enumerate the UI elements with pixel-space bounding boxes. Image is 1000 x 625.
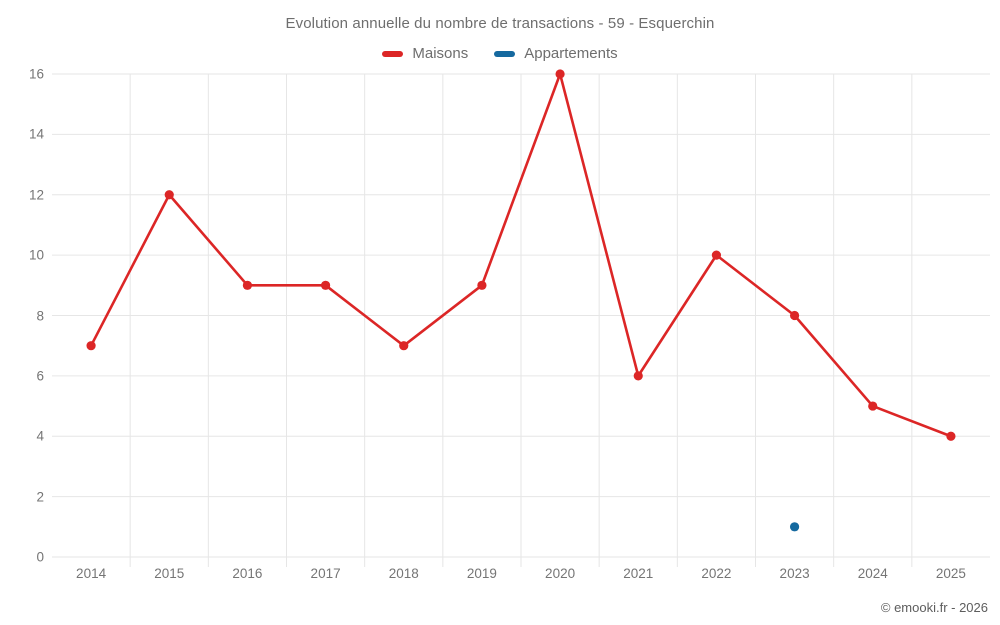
data-point-maisons-2024[interactable]: [868, 401, 878, 411]
series-line-maisons: [89, 72, 953, 438]
y-axis-tick-label: 8: [36, 308, 44, 323]
data-point-maisons-2020[interactable]: [555, 69, 565, 79]
data-point-maisons-2014[interactable]: [86, 341, 96, 351]
y-axis-tick-label: 10: [28, 247, 44, 263]
x-axis-tick-label: 2020: [545, 566, 576, 581]
x-axis-tick-label: 2018: [388, 566, 419, 581]
data-point-maisons-2017[interactable]: [320, 280, 331, 290]
x-axis-tick-label: 2019: [466, 566, 497, 581]
legend-swatch-icon: [494, 50, 516, 57]
legend-item-maisons[interactable]: Maisons: [382, 45, 468, 62]
y-axis-tick-label: 12: [28, 187, 44, 203]
data-point-maisons-2018[interactable]: [399, 341, 409, 351]
y-axis-tick-label: 0: [36, 549, 44, 565]
x-axis-tick-label: 2022: [701, 566, 732, 581]
y-axis-tick-label: 14: [28, 126, 44, 142]
data-point-maisons-2019[interactable]: [477, 280, 487, 290]
x-axis-tick-label: 2021: [623, 566, 654, 581]
y-axis-tick-label: 16: [28, 66, 44, 82]
data-point-maisons-2015[interactable]: [164, 190, 174, 200]
x-axis-tick-label: 2024: [857, 566, 888, 581]
x-axis-tick-label: 2025: [935, 566, 966, 581]
copyright-credit: © emooki.fr - 2026: [880, 600, 988, 615]
x-axis-tick-label: 2023: [779, 566, 810, 581]
y-axis-tick-label: 6: [36, 368, 44, 384]
legend-item-appartements[interactable]: Appartements: [494, 45, 618, 62]
y-axis-tick-label: 2: [36, 489, 44, 505]
x-axis-tick-label: 2014: [76, 566, 107, 581]
x-axis-tick-label: 2017: [310, 566, 341, 581]
chart-legend: Maisons Appartements: [0, 45, 1000, 62]
chart-title: Evolution annuelle du nombre de transact…: [285, 15, 715, 32]
legend-label: Maisons: [412, 45, 469, 62]
x-axis-tick-label: 2016: [232, 566, 263, 581]
data-point-maisons-2022[interactable]: [711, 250, 722, 260]
x-axis-tick-label: 2015: [154, 566, 185, 581]
y-axis-tick-label: 4: [36, 428, 44, 444]
data-point-maisons-2023[interactable]: [789, 310, 800, 321]
data-point-maisons-2025[interactable]: [946, 431, 956, 441]
data-point-maisons-2016[interactable]: [242, 280, 253, 290]
data-point-appartements-2023[interactable]: [789, 522, 800, 532]
legend-swatch-icon: [382, 50, 404, 57]
data-point-maisons-2021[interactable]: [633, 371, 643, 381]
legend-label: Appartements: [524, 45, 618, 62]
